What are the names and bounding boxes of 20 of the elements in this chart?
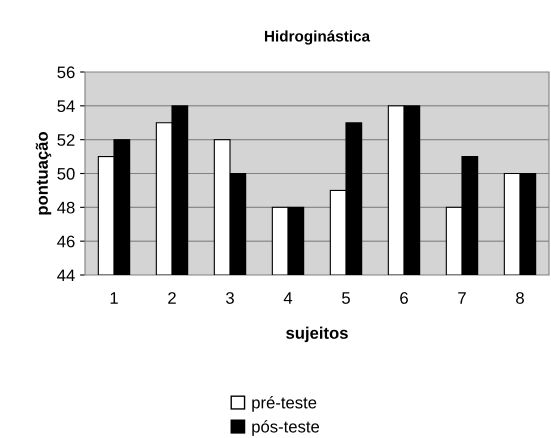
x-tick-label: 7 bbox=[458, 292, 466, 304]
y-tick-label: 46 bbox=[57, 236, 75, 248]
x-tick-label: 1 bbox=[110, 292, 118, 304]
x-axis-title: sujeitos bbox=[286, 326, 348, 342]
y-tick-label: 56 bbox=[57, 66, 75, 78]
y-tick-label: 50 bbox=[57, 168, 75, 180]
x-tick-label: 4 bbox=[284, 292, 292, 304]
legend-label: pré-teste bbox=[252, 396, 316, 412]
y-tick-label: 44 bbox=[57, 270, 75, 282]
x-tick-label: 6 bbox=[400, 292, 408, 304]
chart-title: Hidroginástica bbox=[264, 30, 370, 45]
x-tick-label: 3 bbox=[226, 292, 234, 304]
x-tick-label: 5 bbox=[342, 292, 350, 304]
y-tick-label: 52 bbox=[57, 134, 74, 146]
legend-label: pós-teste bbox=[252, 420, 320, 436]
y-axis-title: pontuação bbox=[36, 132, 52, 215]
y-tick-label: 48 bbox=[57, 202, 75, 214]
y-tick-label: 54 bbox=[57, 100, 75, 112]
x-tick-label: 8 bbox=[516, 292, 524, 304]
x-tick-label: 2 bbox=[168, 292, 176, 304]
